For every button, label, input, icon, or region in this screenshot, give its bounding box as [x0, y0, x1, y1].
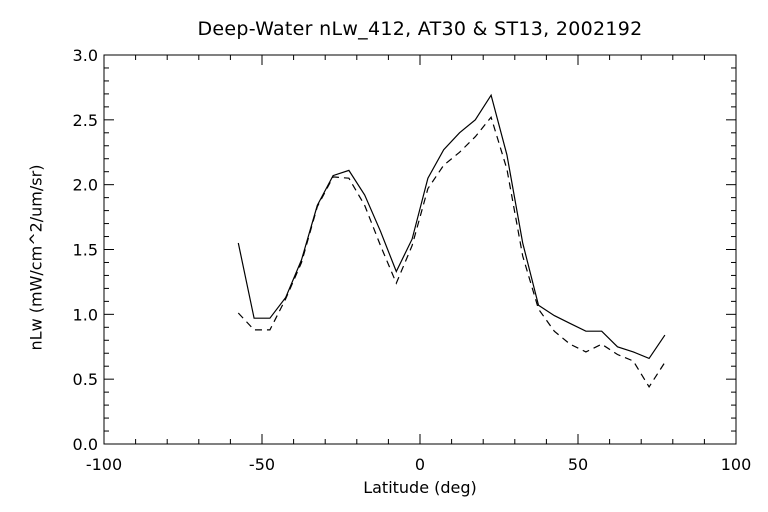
y-tick-label: 2.0 — [73, 176, 98, 195]
y-tick-label: 2.5 — [73, 111, 98, 130]
y-axis-label: nLw (mW/cm^2/um/sr) — [26, 164, 46, 351]
x-tick-label: 0 — [415, 455, 425, 474]
y-tick-label: 1.5 — [73, 241, 98, 260]
series-line-dashed — [237, 115, 666, 389]
y-tick-label: 1.0 — [73, 305, 98, 324]
x-tick-label: 50 — [568, 455, 588, 474]
y-tick-label: 0.5 — [73, 370, 98, 389]
y-tick-label: 0.0 — [73, 435, 98, 454]
chart-title: Deep-Water nLw_412, AT30 & ST13, 2002192 — [197, 18, 643, 40]
x-tick-label: -50 — [249, 455, 275, 474]
series-line-solid — [237, 93, 666, 360]
x-tick-label: 100 — [721, 455, 752, 474]
x-axis-label: Latitude (deg) — [363, 478, 477, 497]
y-tick-label: 3.0 — [73, 46, 98, 65]
plot-frame — [103, 54, 737, 445]
x-tick-label: -100 — [86, 455, 122, 474]
